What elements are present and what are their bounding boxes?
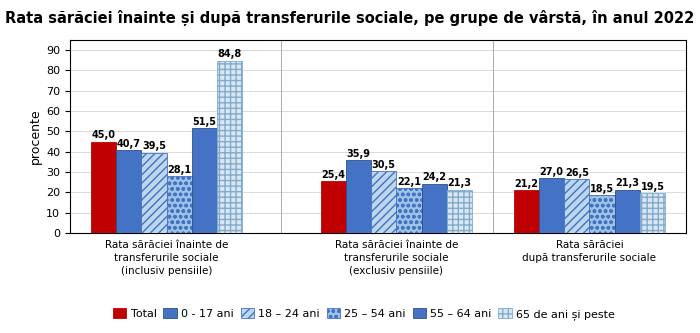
Text: 30,5: 30,5 bbox=[372, 160, 396, 170]
Text: 22,1: 22,1 bbox=[397, 177, 421, 187]
Bar bbox=[589, 195, 615, 233]
Text: 39,5: 39,5 bbox=[142, 142, 166, 152]
Bar bbox=[539, 178, 564, 233]
Bar bbox=[447, 190, 473, 233]
Bar bbox=[346, 160, 371, 233]
Text: 35,9: 35,9 bbox=[346, 149, 370, 159]
Bar bbox=[116, 151, 141, 233]
Bar bbox=[564, 179, 589, 233]
Bar bbox=[371, 171, 396, 233]
Bar bbox=[91, 142, 116, 233]
Bar bbox=[141, 153, 167, 233]
Text: 25,4: 25,4 bbox=[321, 170, 345, 180]
Bar bbox=[217, 61, 242, 233]
Text: 28,1: 28,1 bbox=[167, 165, 191, 174]
Text: 24,2: 24,2 bbox=[422, 172, 447, 182]
Text: 27,0: 27,0 bbox=[540, 167, 564, 177]
Text: 84,8: 84,8 bbox=[218, 49, 242, 59]
Bar bbox=[615, 190, 640, 233]
Text: 19,5: 19,5 bbox=[640, 182, 665, 192]
Text: 51,5: 51,5 bbox=[193, 117, 216, 127]
Text: 21,3: 21,3 bbox=[447, 178, 472, 188]
Legend: Total, 0 - 17 ani, 18 – 24 ani, 25 – 54 ani, 55 – 64 ani, 65 de ani și peste: Total, 0 - 17 ani, 18 – 24 ani, 25 – 54 … bbox=[108, 304, 620, 324]
Bar bbox=[192, 129, 217, 233]
Bar bbox=[514, 190, 539, 233]
Text: 21,2: 21,2 bbox=[514, 178, 538, 188]
Bar bbox=[640, 193, 665, 233]
Text: Rata sărăciei înainte și după transferurile sociale, pe grupe de vârstă, în anul: Rata sărăciei înainte și după transferur… bbox=[6, 10, 694, 26]
Bar bbox=[396, 188, 421, 233]
Text: 18,5: 18,5 bbox=[590, 184, 614, 194]
Text: 40,7: 40,7 bbox=[117, 139, 141, 149]
Bar bbox=[167, 176, 192, 233]
Text: 26,5: 26,5 bbox=[565, 168, 589, 178]
Bar bbox=[321, 181, 346, 233]
Y-axis label: procente: procente bbox=[29, 109, 42, 165]
Text: 45,0: 45,0 bbox=[91, 130, 116, 140]
Bar bbox=[421, 184, 447, 233]
Text: 21,3: 21,3 bbox=[615, 178, 639, 188]
